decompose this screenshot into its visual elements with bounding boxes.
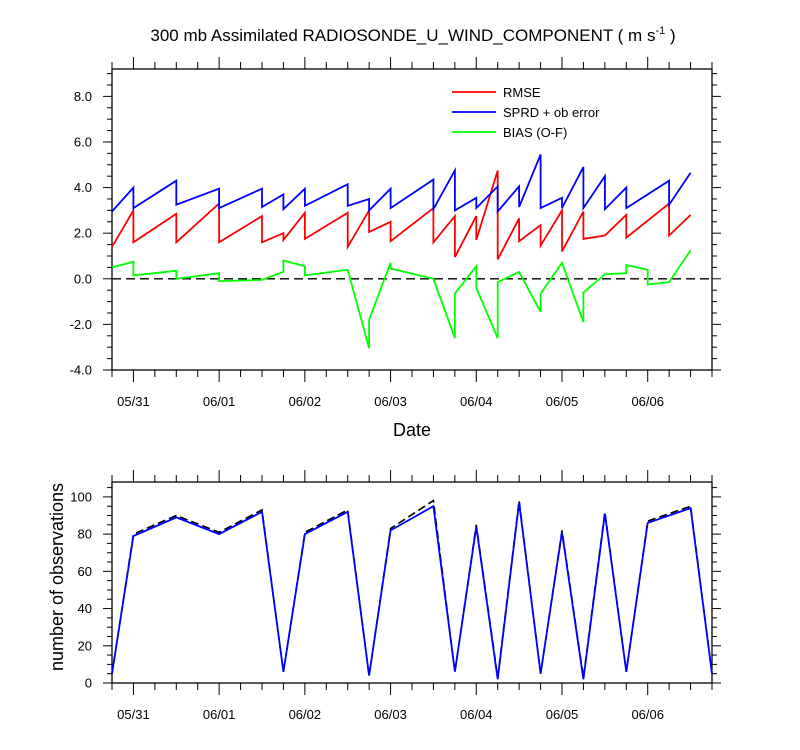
bottom-y-tick-label: 20 (78, 638, 92, 653)
chart-title-close: ) (665, 26, 675, 45)
bottom-x-tick-label: 06/04 (460, 707, 493, 722)
bottom-y-tick-label: 80 (78, 527, 92, 542)
top-x-tick-label: 05/31 (117, 394, 150, 409)
bottom-x-tick-label: 06/02 (289, 707, 322, 722)
top-y-tick-label: 6.0 (74, 134, 92, 149)
bottom-panel: 0 20 40 60 80 100 05/31 06/01 06/02 06/03 06/04 06… (47, 470, 721, 722)
bottom-x-tick-label: 06/06 (631, 707, 664, 722)
series-line-bias (111, 249, 692, 349)
bottom-x-tick-label: 06/05 (546, 707, 579, 722)
top-y-axis: -4.0 -2.0 0.0 2.0 4.0 6.0 8.0 (70, 73, 721, 378)
bottom-y-tick-label: 40 (78, 601, 92, 616)
chart-title-unit-superscript: -1 (655, 25, 665, 37)
top-y-tick-label: 8.0 (74, 89, 92, 104)
bottom-x-axis: 05/31 06/01 06/02 06/03 06/04 06/05 06/06 (111, 470, 713, 722)
bottom-x-tick-label: 06/01 (203, 707, 236, 722)
chart-title: 300 mb Assimilated RADIOSONDE_U_WIND_COM… (150, 25, 675, 45)
top-x-tick-label: 06/06 (631, 394, 664, 409)
top-panel: -4.0-2.00.02.04.06.08.0 05/31 06/01 06/02 0… (70, 57, 721, 440)
top-x-tick-label: 06/05 (546, 394, 579, 409)
y-axis-label-observations: number of observations (47, 483, 67, 671)
bottom-y-tick-label: 0 (85, 676, 92, 691)
x-axis-label: Date (393, 420, 431, 440)
series-line-rmse (111, 170, 692, 260)
top-y-tick-label: 0.0 (74, 271, 92, 286)
bottom-y-axis: 0 20 40 60 80 100 (70, 487, 721, 691)
top-y-tick-label: 2.0 (74, 226, 92, 241)
top-x-tick-label: 06/03 (374, 394, 407, 409)
top-y-tick-label: -2.0 (70, 317, 92, 332)
bottom-x-tick-label: 05/31 (117, 707, 150, 722)
legend-label-rmse: RMSE (503, 85, 541, 100)
top-x-tick-label: 06/01 (203, 394, 236, 409)
top-y-tick-label: -4.0 (70, 363, 92, 378)
bottom-y-tick-label: 60 (78, 564, 92, 579)
series-line-sprd (111, 154, 692, 214)
top-y-tick-label: 4.0 (74, 180, 92, 195)
legend-label-bias: BIAS (O-F) (503, 125, 567, 140)
top-x-tick-label: 06/04 (460, 394, 493, 409)
chart-title-main: 300 mb Assimilated RADIOSONDE_U_WIND_COM… (150, 26, 655, 45)
bottom-y-tick-label: 100 (70, 489, 92, 504)
legend: RMSE SPRD + ob error BIAS (O-F) (452, 85, 600, 140)
bottom-x-tick-label: 06/03 (374, 707, 407, 722)
top-x-axis: 05/31 06/01 06/02 06/03 06/04 06/05 06/06 (111, 57, 713, 409)
bottom-plot-frame (111, 481, 713, 684)
legend-label-sprd: SPRD + ob error (503, 105, 600, 120)
top-x-tick-label: 06/02 (289, 394, 322, 409)
series-line-observations-used (111, 502, 713, 680)
